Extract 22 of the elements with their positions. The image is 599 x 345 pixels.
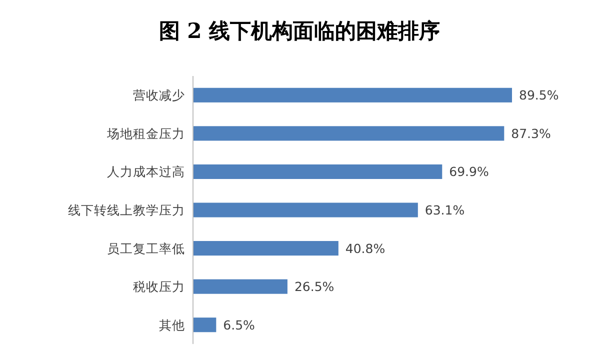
bar xyxy=(193,279,288,294)
y-tick-label: 营收减少 xyxy=(133,88,185,103)
data-label: 89.5% xyxy=(519,88,559,103)
data-label: 87.3% xyxy=(511,126,551,141)
data-label: 69.9% xyxy=(449,164,489,180)
y-tick-label: 其他 xyxy=(159,317,185,332)
chart-title: 图 2 线下机构面临的困难排序 xyxy=(158,18,440,43)
bar xyxy=(193,241,338,256)
bar xyxy=(193,318,216,332)
bar xyxy=(193,202,418,218)
data-label: 26.5% xyxy=(294,279,334,294)
data-label: 6.5% xyxy=(223,317,256,332)
bar xyxy=(193,126,504,141)
y-tick-label: 税收压力 xyxy=(133,279,185,294)
bar xyxy=(193,88,512,102)
bar xyxy=(193,164,442,179)
y-tick-label: 人力成本过高 xyxy=(107,164,185,180)
y-tick-label: 员工复工率低 xyxy=(107,240,185,256)
data-label: 63.1% xyxy=(424,202,465,218)
y-tick-label: 线下转线上教学压力 xyxy=(68,202,185,218)
y-tick-label: 场地租金压力 xyxy=(106,126,185,141)
data-label: 40.8% xyxy=(345,240,386,256)
